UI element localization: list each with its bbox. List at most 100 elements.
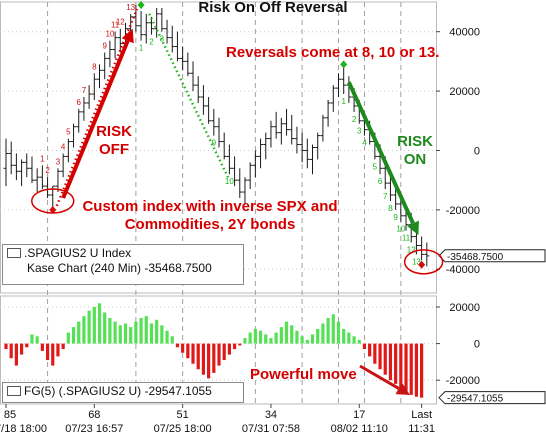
histogram-bar: [378, 343, 382, 370]
ohlc-bar: [3, 138, 9, 187]
ohlc-bar: [294, 126, 300, 154]
histogram-bar: [123, 323, 128, 344]
histogram-bar: [129, 327, 133, 344]
ohlc-bar: [190, 61, 196, 92]
ohlc-bar: [102, 52, 108, 80]
histogram-bar: [420, 343, 424, 398]
price-tick-label: -20000: [446, 205, 480, 217]
ohlc-bar: [232, 156, 238, 187]
histogram-bar: [155, 319, 159, 344]
histogram-bar: [66, 332, 70, 344]
powerful-move-note: Powerful move: [250, 366, 357, 383]
histogram-bar: [19, 343, 24, 355]
histogram-bar: [279, 327, 283, 344]
chart-title: Risk On Off Reversal: [198, 0, 348, 16]
count-label: 10: [105, 30, 114, 39]
histogram-bar: [388, 343, 393, 381]
risk-on-arrow-shaft: [347, 81, 415, 225]
price-panel-frame: [0, 1, 437, 294]
histogram-bar: [186, 343, 190, 359]
count-label: 5: [66, 128, 71, 137]
ohlc-bar: [335, 73, 341, 98]
count-label: 10: [225, 177, 234, 186]
histogram-bar: [409, 343, 413, 395]
indicator-tick-label: -20000: [446, 375, 480, 387]
count-label: 6: [378, 177, 383, 186]
count-label: 2: [45, 166, 50, 175]
ohlc-bar: [206, 97, 212, 124]
reversal-marker-high: [137, 0, 145, 9]
price-tick-label: -40000: [446, 264, 480, 276]
ohlc-bar: [34, 168, 40, 193]
ohlc-bar: [320, 114, 326, 142]
price-legend-line2: Kase Chart (240 Min) -35468.7500: [27, 261, 212, 275]
risk-on-ellipse: [403, 249, 444, 275]
histogram-bar: [310, 334, 315, 344]
indicator-last-value-box: [438, 391, 546, 405]
histogram-bar: [201, 343, 206, 375]
histogram-bar: [181, 343, 185, 353]
reversal-marker-end: [418, 260, 426, 269]
count-label: 8: [388, 204, 393, 213]
histogram-bar: [414, 343, 419, 397]
count-label: 12: [116, 18, 125, 27]
indicator-tick-label: 20000: [449, 302, 480, 314]
histogram-bar: [357, 339, 361, 344]
axes: 40000 20000 0 -20000 -40000 20000 0 -20000 -3546…: [0, 27, 546, 435]
histogram-bar: [394, 343, 398, 384]
histogram-bar: [284, 321, 289, 344]
histogram-bar: [160, 325, 164, 344]
histogram-bar: [196, 343, 200, 370]
x-date-label: 08/02 11:10: [331, 423, 388, 435]
histogram-bar: [82, 316, 86, 344]
indicator-last-value-text: -29547.1055: [447, 394, 504, 405]
histogram-bar: [45, 343, 50, 361]
x-date-label: 07/25 18:00: [154, 423, 212, 435]
histogram-bar: [222, 343, 226, 361]
count-label: 2: [149, 38, 154, 47]
ohlc-bar: [273, 111, 279, 139]
price-legend: .SPAGIUS2 U Index Kase Chart (240 Min) -…: [2, 244, 244, 285]
count-label: 11: [402, 234, 411, 243]
histogram-bar: [342, 328, 346, 344]
histogram-bar: [217, 343, 221, 366]
count-label: 7: [82, 86, 87, 95]
count-label: 5: [373, 162, 378, 171]
ohlc-bar: [117, 28, 123, 53]
histogram-bar: [108, 317, 112, 344]
risk-off-arrow-head: [121, 28, 134, 44]
price-last-value-box: [438, 249, 546, 263]
x-count-label: 34: [265, 409, 277, 421]
ohlc-bar: [169, 25, 175, 53]
ohlc-bar: [97, 64, 103, 89]
ohlc-bar: [247, 162, 253, 190]
histogram-bar: [191, 343, 195, 364]
price-bars: [3, 4, 430, 267]
count-label: 9: [212, 139, 217, 148]
count-label: 3: [357, 127, 362, 136]
histogram-bar: [4, 343, 8, 350]
price-legend-symbol: [7, 248, 21, 258]
ohlc-bar: [211, 108, 217, 136]
count-label: 1: [40, 154, 45, 163]
ohlc-bar: [258, 138, 264, 169]
ohlc-bar: [221, 132, 227, 160]
price-tick-label: 0: [474, 145, 480, 157]
ohlc-bar: [310, 144, 316, 175]
histogram-bar: [264, 334, 268, 344]
powerful-move-arrow: [359, 364, 410, 395]
ohlc-bar: [81, 97, 87, 121]
histogram-bar: [253, 328, 257, 344]
sequence-counts: 1234567891011121312391012345678910111213: [40, 0, 426, 269]
ohlc-bar: [200, 85, 206, 115]
count-label: 2: [352, 115, 357, 124]
ohlc-bar: [148, 16, 154, 35]
ohlc-bar: [29, 156, 35, 184]
histogram-bar: [290, 325, 294, 344]
histogram-bar: [362, 343, 367, 350]
ohlc-bar: [159, 7, 165, 32]
histogram-bar: [368, 343, 372, 357]
count-label: 9: [393, 213, 398, 222]
risk-off-line1: RISK: [96, 123, 132, 140]
